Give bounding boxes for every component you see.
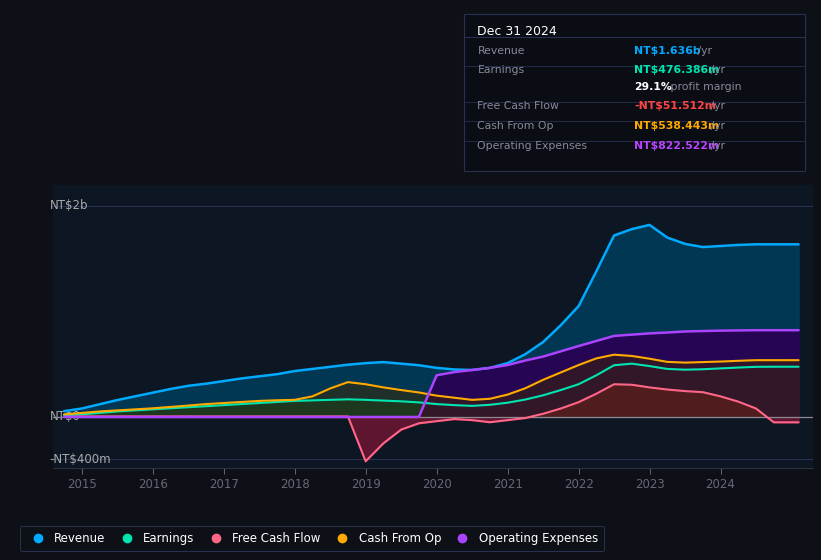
Text: NT$2b: NT$2b bbox=[50, 199, 89, 212]
Text: Earnings: Earnings bbox=[478, 64, 525, 74]
Text: /yr: /yr bbox=[694, 46, 712, 56]
Text: Operating Expenses: Operating Expenses bbox=[478, 142, 588, 152]
Text: NT$822.522m: NT$822.522m bbox=[635, 142, 719, 152]
Text: NT$0: NT$0 bbox=[50, 410, 80, 423]
Text: /yr: /yr bbox=[708, 142, 725, 152]
Text: NT$476.386m: NT$476.386m bbox=[635, 64, 719, 74]
Text: Free Cash Flow: Free Cash Flow bbox=[478, 101, 559, 111]
Text: NT$538.443m: NT$538.443m bbox=[635, 121, 719, 131]
Text: /yr: /yr bbox=[708, 101, 725, 111]
Text: profit margin: profit margin bbox=[667, 82, 742, 92]
Text: -NT$400m: -NT$400m bbox=[50, 452, 112, 466]
Text: Cash From Op: Cash From Op bbox=[478, 121, 554, 131]
Text: 29.1%: 29.1% bbox=[635, 82, 672, 92]
Text: Revenue: Revenue bbox=[478, 46, 525, 56]
Legend: Revenue, Earnings, Free Cash Flow, Cash From Op, Operating Expenses: Revenue, Earnings, Free Cash Flow, Cash … bbox=[20, 526, 604, 551]
Text: /yr: /yr bbox=[708, 121, 725, 131]
Text: Dec 31 2024: Dec 31 2024 bbox=[478, 25, 557, 38]
Text: /yr: /yr bbox=[708, 64, 725, 74]
Text: NT$1.636b: NT$1.636b bbox=[635, 46, 701, 56]
Text: -NT$51.512m: -NT$51.512m bbox=[635, 101, 716, 111]
